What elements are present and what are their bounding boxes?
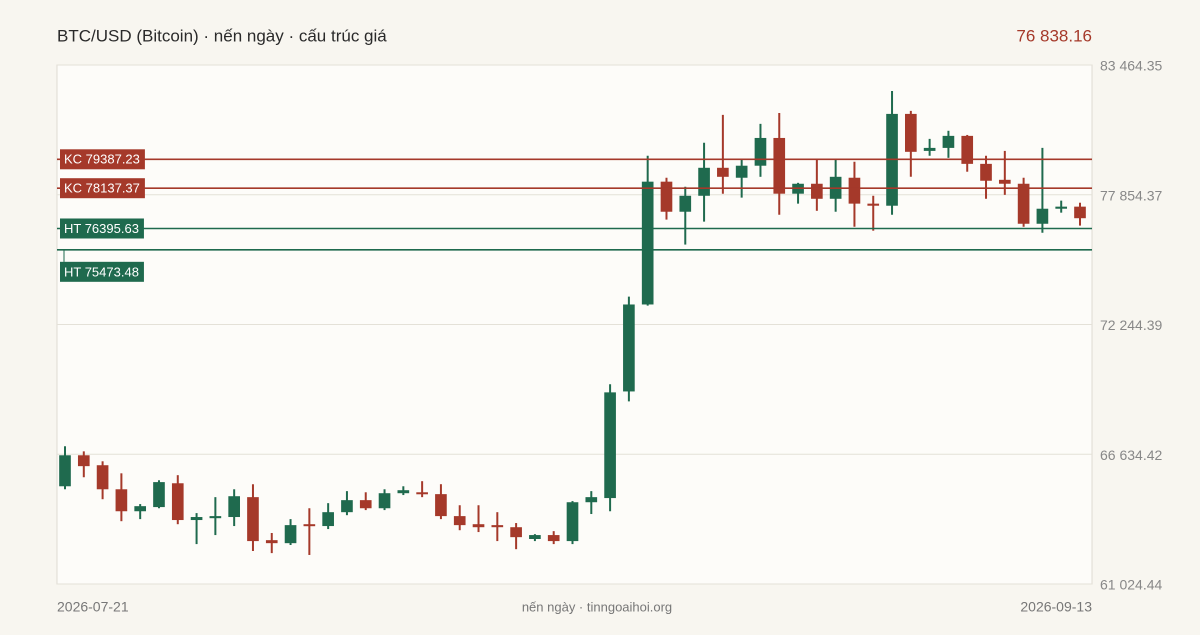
y-tick-label: 66 634.42 — [1100, 447, 1162, 463]
candle-body — [303, 524, 316, 527]
candle-body — [247, 497, 259, 542]
candle-body — [641, 181, 654, 305]
candle-body — [1017, 183, 1030, 224]
candle-body — [378, 493, 391, 509]
candle-body — [679, 195, 692, 212]
candle-body — [190, 517, 203, 521]
level-label-box — [60, 178, 145, 199]
candle-body — [153, 482, 165, 508]
candle-body — [905, 113, 917, 152]
candle-body — [472, 524, 485, 528]
candle-body — [623, 304, 635, 392]
candle-body — [942, 135, 955, 148]
candle-body — [510, 527, 522, 538]
candle-body — [547, 535, 560, 542]
candle-body — [435, 494, 447, 517]
candle-body — [341, 500, 353, 513]
level-label: KC 78137.37 — [64, 181, 140, 196]
last-price: 76 838.16 — [1016, 26, 1092, 45]
candle-body — [529, 535, 541, 540]
candle-body — [848, 177, 861, 204]
candle-body — [228, 496, 240, 518]
y-tick-label: 61 024.44 — [1100, 577, 1162, 593]
candle-body — [923, 147, 936, 151]
candle-body — [754, 137, 767, 166]
candle-body — [416, 492, 428, 495]
candle-body — [453, 516, 466, 526]
candle-body — [284, 525, 297, 544]
x-tick-label: 2026-09-13 — [1020, 599, 1092, 615]
level-label-box — [60, 261, 144, 282]
candle-body — [566, 502, 579, 542]
candle-body — [867, 203, 880, 206]
footer: nến ngày · tinngoaihoi.org — [522, 599, 672, 614]
candle-body — [96, 465, 109, 490]
candle-body — [134, 506, 147, 512]
level-label: KC 79387.23 — [64, 152, 140, 167]
candle-body — [265, 540, 278, 544]
candle-body — [773, 137, 786, 194]
candle-body — [397, 490, 410, 494]
candle-body — [717, 167, 729, 177]
candle-body — [491, 525, 504, 528]
candle-body — [998, 179, 1011, 184]
candle-body — [115, 489, 128, 512]
candle-body — [698, 167, 710, 196]
candle-body — [585, 497, 598, 503]
candle-body — [811, 183, 823, 199]
candle-body — [171, 483, 184, 521]
x-tick-label: 2026-07-21 — [57, 599, 129, 615]
candle-body — [359, 500, 372, 509]
chart-title: BTC/USD (Bitcoin) · nến ngày · cấu trúc … — [57, 26, 387, 45]
level-label: HT 76395.63 — [64, 221, 139, 236]
y-tick-label: 83 464.35 — [1100, 58, 1162, 74]
candle-body — [660, 181, 673, 212]
candle-body — [1055, 206, 1068, 209]
candle-body — [322, 512, 334, 527]
candle-body — [961, 135, 974, 164]
y-tick-label: 72 244.39 — [1100, 317, 1162, 333]
candle-body — [1036, 208, 1049, 224]
candle-body — [980, 163, 992, 181]
level-label-box — [60, 218, 144, 239]
candle-body — [735, 165, 748, 178]
candle-body — [59, 455, 71, 487]
candle-body — [604, 392, 616, 499]
level-label-box — [60, 149, 145, 170]
y-tick-label: 77 854.37 — [1100, 187, 1162, 203]
level-label: HT 75473.48 — [64, 264, 139, 279]
candle-body — [1074, 206, 1086, 219]
candle-body — [209, 516, 222, 519]
candle-body — [77, 455, 90, 467]
